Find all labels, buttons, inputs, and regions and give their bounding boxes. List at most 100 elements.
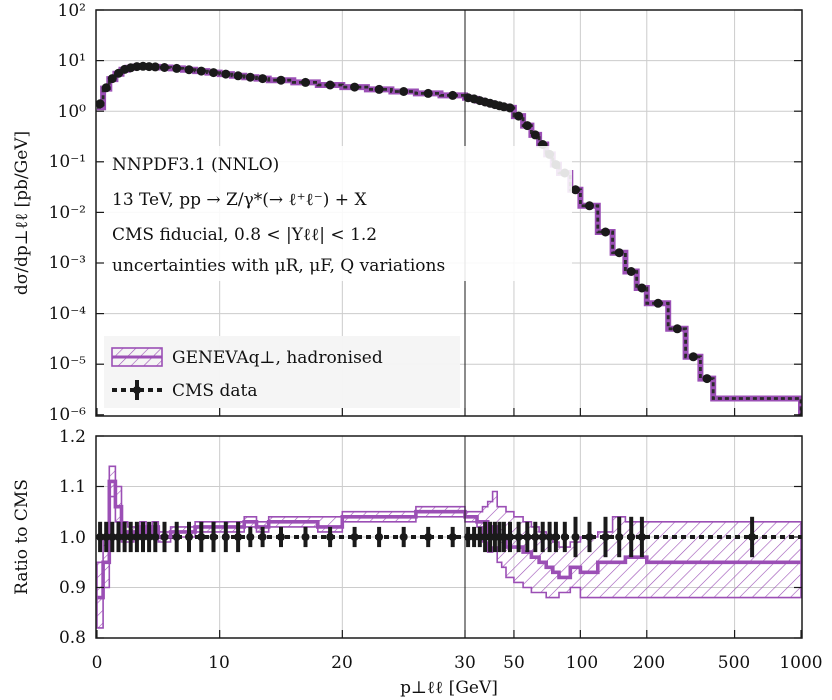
x-axis-title: p⊥ℓℓ [GeV] — [400, 678, 498, 698]
cms-data-point — [448, 90, 458, 100]
x-tick-label: 10 — [208, 653, 230, 673]
cms-data-point — [150, 62, 160, 72]
cms-data-point — [325, 80, 335, 90]
ratio-data-point — [545, 533, 554, 541]
ratio-data-point — [424, 533, 433, 541]
ratio-data-point — [108, 533, 117, 541]
legend-background — [104, 336, 460, 408]
ratio-y-tick-label: 0.8 — [59, 628, 86, 648]
ratio-plot-area — [96, 465, 802, 629]
annotation-block: NNPDF3.1 (NNLO) 13 TeV, pp → Z/γ*(→ ℓ⁺ℓ⁻… — [104, 146, 572, 281]
ratio-data-point — [326, 533, 335, 541]
cms-data-point — [233, 71, 243, 81]
ratio-data-point — [585, 533, 594, 541]
x-tick-label: 100 — [566, 653, 598, 673]
cms-data-point — [101, 83, 111, 93]
cms-data-point — [653, 298, 663, 308]
ratio-data-point — [151, 533, 160, 541]
ratio-data-point — [464, 533, 473, 541]
main-axes-frame — [95, 9, 803, 417]
cms-data-point — [522, 121, 532, 131]
ratio-data-point — [523, 533, 532, 541]
ratio-y-tick-label: 1.2 — [59, 427, 86, 447]
ratio-y-tick-label: 0.9 — [59, 578, 86, 598]
annotation-uncertainties: uncertainties with μR, μF, Q variations — [112, 256, 445, 276]
ratio-data-point — [551, 533, 560, 541]
cms-data-point — [626, 267, 636, 276]
cms-data-point — [301, 77, 310, 87]
cms-data-point — [530, 130, 540, 140]
ratio-data-point — [145, 533, 154, 541]
ratio-data-point — [637, 533, 646, 541]
cms-data-point — [96, 99, 105, 109]
ratio-data-point — [615, 533, 624, 541]
cms-data-point — [196, 66, 206, 76]
cms-data-point — [672, 324, 682, 334]
ratio-data-point — [470, 533, 479, 541]
ratio-y-tick-label: 1.1 — [59, 477, 86, 497]
ratio-data-point — [538, 533, 547, 541]
ratio-data-point — [375, 533, 384, 541]
ratio-y-axis-title: Ratio to CMS — [12, 479, 32, 595]
cms-data-point — [571, 185, 580, 195]
cms-data-point — [585, 201, 594, 211]
ratio-data-point — [514, 533, 523, 541]
ratio-data-point — [209, 533, 218, 541]
ratio-data-point — [531, 533, 540, 541]
geneva-ratio-central — [97, 479, 801, 600]
cms-data-point — [160, 63, 169, 72]
cms-data-point — [762, 443, 771, 452]
main-y-axis-title: dσ/dp⊥ℓℓ [pb/GeV] — [12, 131, 32, 295]
ratio-data-point — [120, 533, 129, 541]
ratio-data-point — [277, 533, 285, 541]
legend: GENEVAq⊥, hadronised CMS data — [104, 336, 460, 408]
cms-data-point — [637, 283, 647, 293]
y-tick-label: 10⁻⁶ — [49, 405, 87, 425]
ratio-data-point — [506, 533, 514, 541]
cms-data-point — [374, 84, 384, 94]
ratio-data-point — [221, 533, 230, 541]
ratio-data-point — [246, 533, 255, 541]
x-tick-label: 500 — [718, 653, 750, 673]
legend-cms-marker — [133, 386, 141, 394]
x-tick-labels: 0 10 20 30 50 100 200 500 1000 — [92, 653, 823, 673]
ratio-data-point — [160, 533, 169, 541]
cms-data-point — [514, 111, 524, 121]
ratio-data-point — [185, 533, 193, 541]
ratio-data-point — [301, 533, 310, 541]
main-y-tick-labels: 10² 10¹ 10⁰ 10⁻¹ 10⁻² 10⁻³ 10⁻⁴ 10⁻⁵ 10⁻… — [49, 1, 87, 425]
ratio-data-point — [102, 533, 111, 541]
cms-data-point — [276, 75, 286, 85]
ratio-data-errorbars — [96, 516, 757, 558]
ratio-data-point — [114, 533, 123, 541]
cms-data-point — [221, 69, 231, 79]
cms-data-point — [601, 227, 610, 237]
x-tick-label: 20 — [331, 653, 353, 673]
y-tick-label: 10⁻³ — [49, 253, 86, 273]
ratio-data-point — [172, 533, 181, 541]
y-tick-label: 10⁻¹ — [49, 152, 86, 172]
legend-geneva-label: GENEVAq⊥, hadronised — [172, 348, 383, 368]
cms-data-point — [688, 352, 698, 362]
ratio-data-point — [748, 533, 757, 541]
ratio-data-point — [627, 533, 636, 541]
ratio-data-point — [139, 533, 147, 541]
cms-data-point — [614, 248, 624, 258]
cms-data-point — [423, 88, 433, 98]
axis-ticks — [96, 9, 802, 639]
x-tick-label: 30 — [454, 653, 476, 673]
ratio-y-tick-label: 1.0 — [59, 528, 86, 548]
cms-data-point — [107, 74, 117, 84]
ratio-data-point — [258, 533, 267, 541]
annotation-background — [104, 146, 572, 281]
geneva-central-line — [97, 64, 802, 416]
x-tick-label: 50 — [503, 653, 525, 673]
ratio-data-point — [197, 533, 206, 541]
y-tick-label: 10⁻² — [49, 203, 86, 223]
annotation-fiducial: CMS fiducial, 0.8 < |Yℓℓ| < 1.2 — [112, 225, 377, 245]
ratio-data-point — [350, 533, 359, 541]
ratio-data-point — [234, 533, 243, 541]
cms-data-point — [505, 103, 515, 113]
ratio-data-point — [571, 533, 580, 541]
